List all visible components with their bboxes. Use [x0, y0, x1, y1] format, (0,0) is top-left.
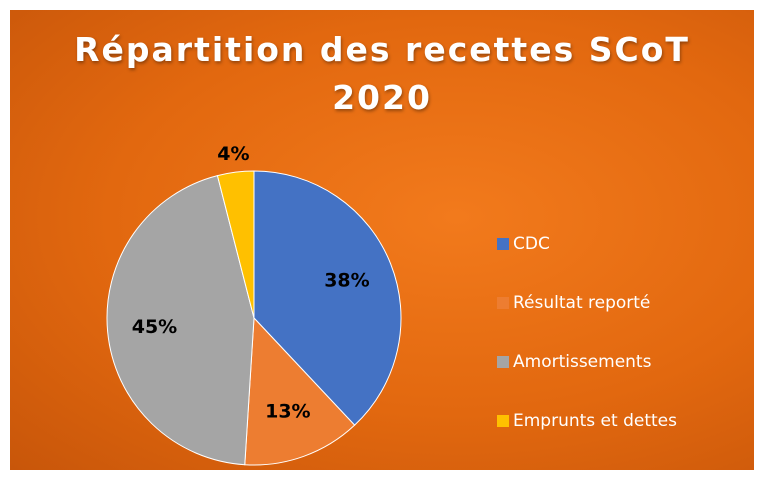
pie-slice: [244, 316, 356, 466]
legend-swatch: [497, 356, 509, 368]
pie-slice: [106, 175, 255, 466]
data-label: 38%: [324, 270, 369, 292]
legend-label: Emprunts et dettes: [513, 411, 677, 431]
pie-slice: [216, 170, 255, 319]
legend-swatch: [497, 238, 509, 250]
chart: 38% 13% 45% 4% CDC Résultat reporté Amortissem…: [106, 143, 677, 466]
pie-slice: [253, 170, 402, 426]
data-label: 4%: [217, 143, 249, 165]
data-label: 13%: [265, 401, 310, 423]
legend-swatch: [497, 297, 509, 309]
chart-title: Répartition des recettes SCoT 2020: [74, 30, 690, 117]
chart-area: 38% 13% 45% 4% CDC Résultat reporté Amortissem…: [10, 10, 754, 470]
legend-label: CDC: [513, 234, 550, 254]
legend-label: Amortissements: [513, 352, 652, 372]
legend-label: Résultat reporté: [513, 293, 650, 313]
legend-swatch: [497, 415, 509, 427]
data-label: 45%: [132, 316, 177, 338]
